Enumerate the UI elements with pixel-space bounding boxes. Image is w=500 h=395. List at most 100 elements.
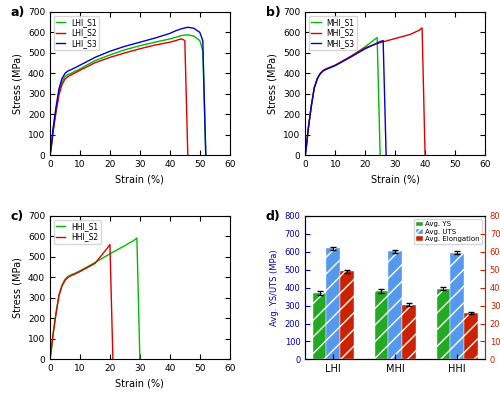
MHI_S2 [320, 68, 326, 73]
LHI_S3 [53, 105, 59, 110]
HHI_S2 [65, 275, 71, 280]
LHI_S3 [65, 69, 71, 73]
MHI_S3 [304, 141, 310, 145]
LHI_S2 [167, 40, 173, 45]
Y-axis label: Avg. YS/UTS (MPa): Avg. YS/UTS (MPa) [270, 249, 279, 326]
LHI_S1 [65, 72, 71, 77]
HHI_S1 [68, 273, 74, 277]
X-axis label: Strain (%): Strain (%) [370, 175, 420, 185]
MHI_S2 [304, 141, 310, 145]
MHI_S3 [332, 63, 338, 68]
LHI_S1 [50, 128, 56, 133]
Bar [312, 293, 326, 359]
HHI_S1 [131, 238, 137, 243]
Line: LHI_S1: LHI_S1 [50, 35, 206, 156]
LHI_S3 [200, 38, 206, 43]
LHI_S3 [56, 87, 62, 91]
HHI_S2 [71, 272, 77, 277]
HHI_S1 [77, 269, 83, 273]
LHI_S2 [50, 130, 56, 135]
LHI_S2 [182, 38, 188, 43]
MHI_S3 [305, 126, 311, 131]
HHI_S1 [59, 283, 65, 288]
HHI_S2 [107, 242, 113, 247]
LHI_S3 [173, 28, 179, 33]
LHI_S3 [48, 142, 54, 147]
MHI_S1 [308, 104, 314, 109]
MHI_S2 [407, 32, 413, 37]
HHI_S1 [56, 292, 62, 297]
MHI_S3 [311, 86, 317, 90]
LHI_S2 [92, 60, 98, 65]
MHI_S3 [308, 104, 314, 109]
Bar [450, 253, 464, 359]
LHI_S1 [200, 49, 206, 53]
HHI_S2 [50, 333, 56, 337]
Y-axis label: Stress (MPa): Stress (MPa) [268, 53, 278, 114]
MHI_S1 [304, 141, 310, 145]
X-axis label: Strain (%): Strain (%) [116, 379, 164, 389]
LHI_S2 [53, 110, 59, 115]
MHI_S2 [311, 85, 317, 90]
LHI_S1 [62, 74, 68, 79]
HHI_S2 [48, 346, 54, 350]
LHI_S2 [122, 51, 128, 55]
HHI_S2 [77, 269, 83, 274]
HHI_S2 [53, 312, 59, 316]
MHI_S2 [314, 76, 320, 81]
LHI_S3 [47, 153, 53, 158]
LHI_S3 [71, 66, 77, 71]
Text: b): b) [266, 6, 280, 19]
LHI_S3 [68, 67, 74, 72]
LHI_S3 [197, 30, 203, 35]
LHI_S2 [152, 43, 158, 47]
LHI_S1 [68, 71, 74, 76]
MHI_S3 [326, 66, 332, 70]
MHI_S3 [383, 153, 389, 158]
LHI_S2 [179, 37, 185, 41]
Line: HHI_S1: HHI_S1 [50, 238, 140, 359]
LHI_S3 [92, 55, 98, 60]
MHI_S1 [320, 68, 326, 73]
MHI_S2 [362, 45, 368, 50]
LHI_S3 [122, 44, 128, 49]
MHI_S3 [362, 47, 368, 51]
Line: HHI_S2: HHI_S2 [50, 245, 113, 359]
LHI_S2 [59, 82, 65, 87]
MHI_S3 [314, 77, 320, 81]
LHI_S2 [47, 153, 53, 158]
MHI_S1 [326, 65, 332, 70]
MHI_S3 [377, 39, 383, 44]
MHI_S2 [416, 28, 422, 33]
HHI_S2 [110, 357, 116, 362]
LHI_S3 [62, 71, 68, 76]
LHI_S3 [107, 49, 113, 54]
MHI_S2 [305, 126, 311, 131]
Text: d): d) [266, 210, 280, 223]
Text: c): c) [10, 210, 24, 223]
MHI_S2 [419, 26, 425, 30]
LHI_S1 [137, 43, 143, 48]
HHI_S1 [47, 357, 53, 362]
MHI_S3 [347, 55, 353, 60]
HHI_S2 [47, 357, 53, 362]
Y-axis label: Stress (MPa): Stress (MPa) [12, 257, 22, 318]
LHI_S2 [77, 68, 83, 73]
LHI_S1 [179, 33, 185, 38]
LHI_S2 [48, 143, 54, 148]
HHI_S1 [50, 333, 56, 337]
Bar [436, 288, 450, 359]
Legend: LHI_S1, LHI_S2, LHI_S3: LHI_S1, LHI_S2, LHI_S3 [54, 16, 100, 50]
MHI_S1 [305, 126, 311, 131]
LHI_S2 [137, 47, 143, 51]
MHI_S3 [380, 38, 386, 43]
LHI_S1 [167, 37, 173, 41]
LHI_S1 [173, 35, 179, 40]
MHI_S1 [314, 76, 320, 81]
LHI_S1 [92, 58, 98, 63]
MHI_S1 [374, 35, 380, 40]
MHI_S3 [323, 67, 329, 71]
Text: a): a) [10, 6, 25, 19]
MHI_S2 [308, 104, 314, 109]
LHI_S2 [68, 73, 74, 77]
